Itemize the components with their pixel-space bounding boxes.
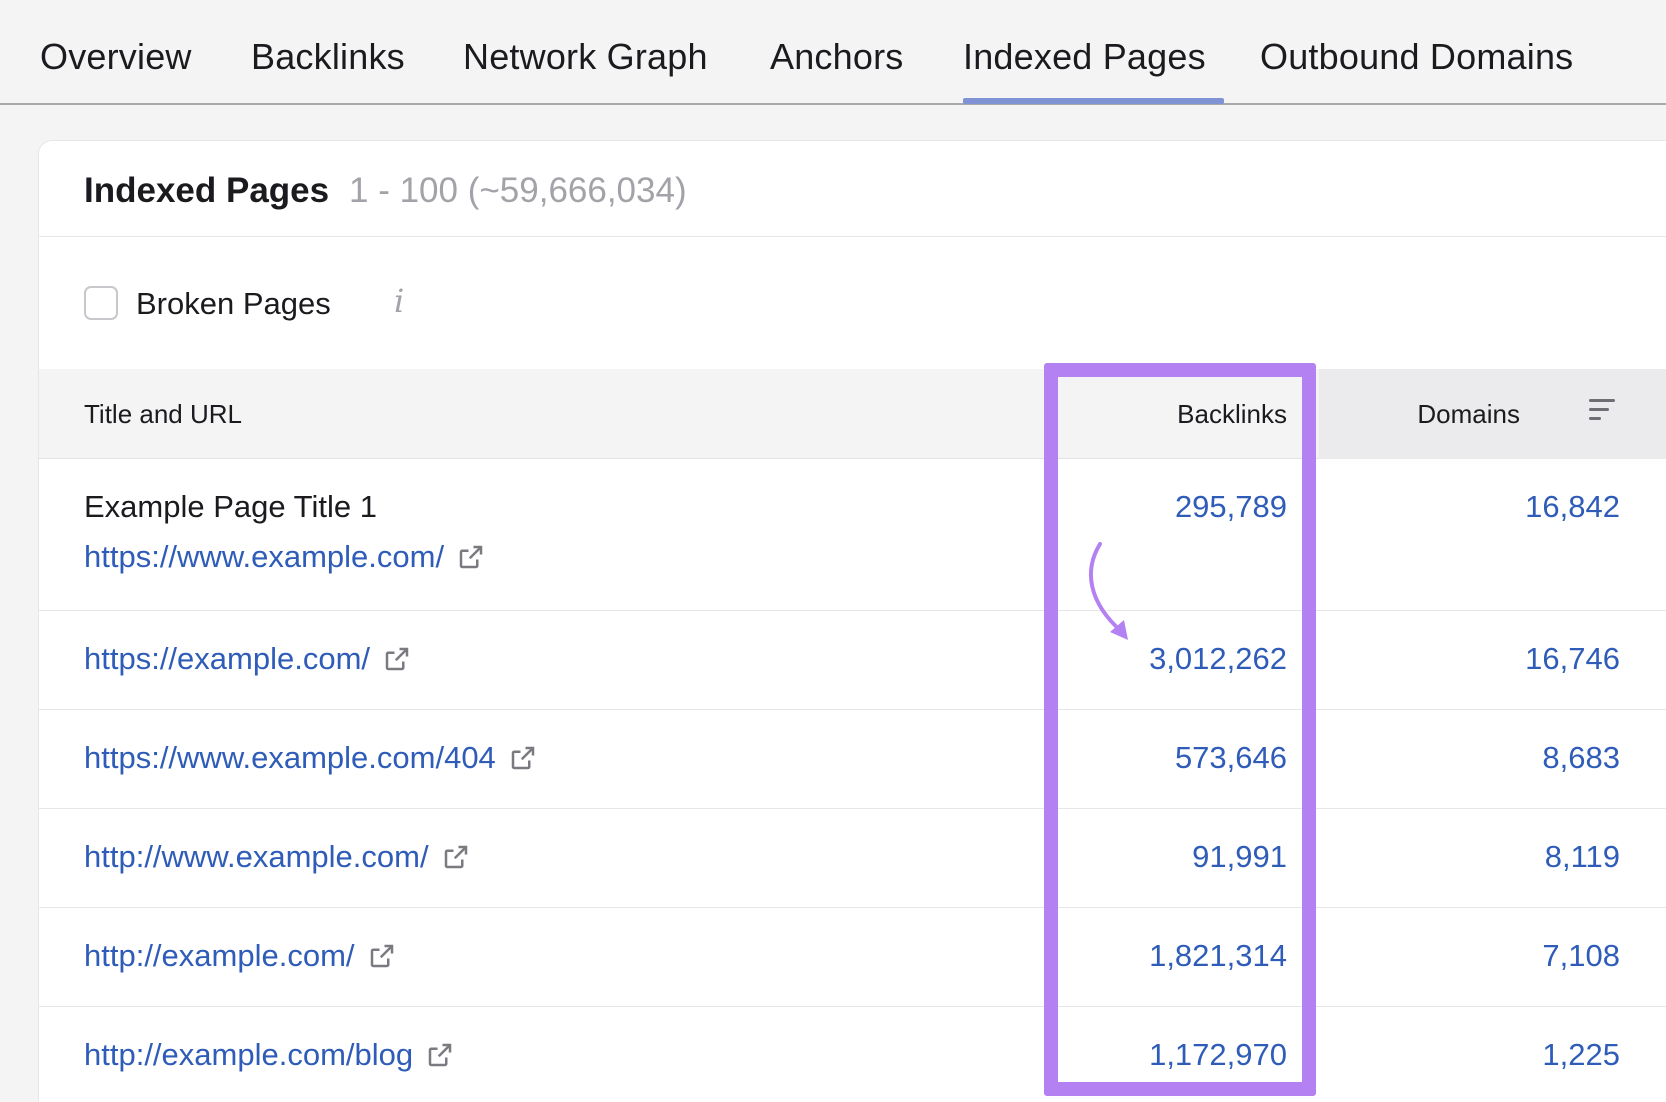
backlinks-value[interactable]: 91,991 bbox=[1192, 839, 1287, 874]
page-url-link[interactable]: https://example.com/ bbox=[84, 641, 412, 677]
card-title: Indexed Pages bbox=[84, 171, 330, 210]
backlinks-value[interactable]: 1,172,970 bbox=[1149, 1037, 1287, 1072]
page-url-link[interactable]: https://www.example.com/ bbox=[84, 539, 486, 575]
external-link-icon[interactable] bbox=[367, 941, 397, 971]
info-icon[interactable]: i bbox=[394, 282, 405, 320]
table-row: https://example.com/ 3,012,262 16,746 bbox=[39, 611, 1666, 710]
tab-anchors[interactable]: Anchors bbox=[770, 36, 904, 77]
column-title-url: Title and URL bbox=[84, 399, 242, 429]
tab-outbound-domains[interactable]: Outbound Domains bbox=[1260, 36, 1574, 77]
external-link-icon[interactable] bbox=[441, 842, 471, 872]
page-url-link[interactable]: http://example.com/blog bbox=[84, 1037, 455, 1073]
url-text[interactable]: https://www.example.com/404 bbox=[84, 740, 496, 775]
table-row: http://example.com/blog 1,172,970 1,225 bbox=[39, 1007, 1666, 1102]
tab-bar: Overview Backlinks Network Graph Anchors… bbox=[0, 0, 1666, 105]
table-row: Example Page Title 1 https://www.example… bbox=[39, 459, 1666, 611]
url-text[interactable]: https://example.com/ bbox=[84, 641, 371, 676]
page-url-link[interactable]: http://example.com/ bbox=[84, 938, 397, 974]
page-title: Example Page Title 1 bbox=[84, 489, 377, 524]
page-url-link[interactable]: http://www.example.com/ bbox=[84, 839, 471, 875]
url-text[interactable]: http://www.example.com/ bbox=[84, 839, 429, 874]
external-link-icon[interactable] bbox=[456, 542, 486, 572]
results-range: 1 - 100 (~59,666,034) bbox=[349, 171, 687, 210]
domains-value[interactable]: 8,119 bbox=[1544, 839, 1620, 874]
tab-indexed-pages[interactable]: Indexed Pages bbox=[963, 36, 1224, 104]
domains-value[interactable]: 16,842 bbox=[1525, 489, 1620, 524]
domains-value[interactable]: 7,108 bbox=[1542, 938, 1620, 973]
indexed-pages-card: Indexed Pages 1 - 100 (~59,666,034) Brok… bbox=[38, 140, 1666, 1102]
table-header: Title and URL Backlinks Domains bbox=[39, 369, 1666, 459]
url-text[interactable]: https://www.example.com/ bbox=[84, 539, 445, 574]
domains-value[interactable]: 16,746 bbox=[1525, 641, 1620, 676]
tab-backlinks[interactable]: Backlinks bbox=[251, 36, 405, 77]
tab-network-graph[interactable]: Network Graph bbox=[463, 36, 708, 77]
broken-pages-checkbox[interactable] bbox=[84, 286, 118, 320]
card-header: Indexed Pages 1 - 100 (~59,666,034) bbox=[39, 141, 1666, 237]
backlinks-value[interactable]: 3,012,262 bbox=[1149, 641, 1287, 676]
external-link-icon[interactable] bbox=[508, 743, 538, 773]
page-url-link[interactable]: https://www.example.com/404 bbox=[84, 740, 538, 776]
broken-pages-label[interactable]: Broken Pages bbox=[136, 286, 331, 321]
domains-value[interactable]: 8,683 bbox=[1542, 740, 1620, 775]
tab-overview[interactable]: Overview bbox=[40, 36, 192, 77]
external-link-icon[interactable] bbox=[425, 1040, 455, 1070]
backlinks-value[interactable]: 295,789 bbox=[1174, 489, 1287, 524]
column-backlinks[interactable]: Backlinks bbox=[1177, 399, 1287, 429]
url-text[interactable]: http://example.com/blog bbox=[84, 1037, 414, 1072]
table-row: http://example.com/ 1,821,314 7,108 bbox=[39, 908, 1666, 1007]
external-link-icon[interactable] bbox=[382, 644, 412, 674]
domains-value[interactable]: 1,225 bbox=[1542, 1037, 1620, 1072]
table-row: http://www.example.com/ 91,991 8,119 bbox=[39, 809, 1666, 908]
backlinks-value[interactable]: 573,646 bbox=[1174, 740, 1287, 775]
backlinks-value[interactable]: 1,821,314 bbox=[1149, 938, 1287, 973]
column-domains[interactable]: Domains bbox=[1417, 399, 1520, 429]
domains-header-bg bbox=[1319, 369, 1666, 459]
table-row: https://www.example.com/404 573,646 8,68… bbox=[39, 710, 1666, 809]
url-text[interactable]: http://example.com/ bbox=[84, 938, 355, 973]
sort-icon[interactable] bbox=[1589, 399, 1617, 423]
